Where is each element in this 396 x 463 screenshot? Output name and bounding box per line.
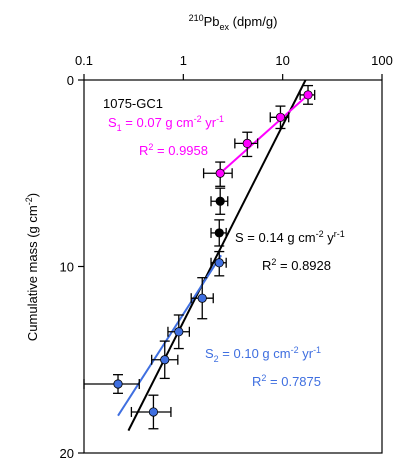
fit-line [117,254,222,417]
fit-s-label-main: S = 0.14 g cm [235,230,316,245]
data-point [303,90,313,100]
data-point [160,355,170,365]
fit-s-r2-sup: 2 [271,257,276,267]
fit-s2-label-main: = 0.10 g cm [219,346,291,361]
fit-s1-label-sup1: -2 [194,114,202,124]
x-axis-label-main: Pb [204,14,220,29]
fit-s2-r2-sup: 2 [261,373,266,383]
x-tick-label: 0.1 [75,53,93,68]
fit-s-r2-prefix: R [262,258,271,273]
core-id-label: 1075-GC1 [103,96,163,111]
fit-s2-label-sup1: -2 [291,345,299,355]
fit-s1-label-mid: yr [202,115,217,130]
fit-line [127,80,307,432]
fit-line [219,94,309,174]
fit-s2-r2: R2 = 0.7875 [252,373,321,389]
x-axis-label: 210Pbex (dpm/g) [189,13,278,32]
fit-s2-label-sup2: -1 [313,345,321,355]
fit-s1-r2-value: = 0.9958 [153,143,208,158]
x-tick-label: 10 [275,53,289,68]
fit-s1-r2: R2 = 0.9958 [139,142,208,158]
fit-s1-label-main: = 0.07 g cm [122,115,194,130]
fit-s2-label-mid: yr [299,346,314,361]
fit-s1-r2-prefix: R [139,143,148,158]
fit-s2-label: S2 = 0.10 g cm-2 yr-1 [205,345,321,364]
data-point [113,379,123,389]
x-tick-label: 100 [371,53,393,68]
data-point [242,138,252,149]
fit-s1-label: S1 = 0.07 g cm-2 yr-1 [108,114,224,133]
y-axis-label-end: ) [25,193,40,197]
x-axis-label-rest: (dpm/g) [229,14,277,29]
y-tick-label: 10 [60,260,74,275]
fit-s-label-mid: y [324,230,335,245]
y-tick-label: 0 [67,73,74,88]
x-axis-label-sub: ex [220,22,230,32]
x-axis-label-sup: 210 [189,13,204,23]
fit-s-label-sup1: -2 [316,229,324,239]
y-tick-label: 20 [60,446,74,458]
fit-s2-label-s: S [205,346,214,361]
fit-s1-label-sup2: -1 [216,114,224,124]
y-axis-label: Cumulative mass (g cm-2) [24,193,40,341]
data-point [148,407,159,417]
y-axis-label-main: Cumulative mass (g cm [25,205,40,341]
fit-s-label: S = 0.14 g cm-2 yr-1 [235,229,345,245]
fit-s1-label-sub: 1 [117,123,122,133]
fit-s2-label-sub: 2 [214,354,219,364]
x-tick-label: 1 [180,53,187,68]
plot-frame [83,79,383,454]
data-point [214,228,224,238]
data-point [214,258,224,268]
fit-s-label-sup2: r-1 [334,229,345,239]
fit-s1-r2-sup: 2 [148,142,153,152]
data-point [174,327,184,337]
fit-s2-r2-value: = 0.7875 [266,374,321,389]
fit-s2-r2-prefix: R [252,374,261,389]
fit-s-r2-value: = 0.8928 [276,258,331,273]
data-point [215,168,225,178]
y-axis-label-sup: -2 [24,197,34,205]
data-point [197,293,207,303]
fit-s1-label-s: S [108,115,117,130]
fit-s-r2: R2 = 0.8928 [262,257,331,273]
data-point [275,112,286,122]
data-point [215,196,225,206]
